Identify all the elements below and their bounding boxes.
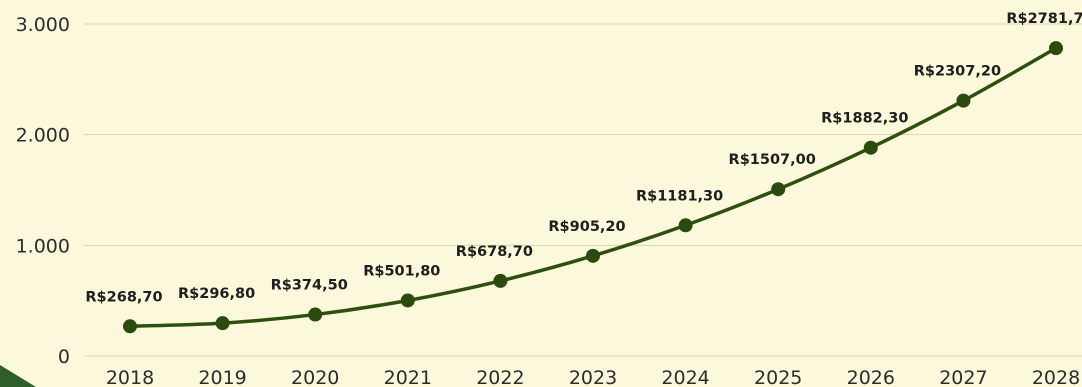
x-tick-label: 2021 bbox=[384, 367, 432, 387]
data-label-2024: R$1181,30 bbox=[636, 188, 723, 204]
grid-layer bbox=[84, 23, 1082, 357]
data-point-2024 bbox=[678, 218, 693, 233]
data-points bbox=[123, 41, 1063, 334]
y-tick-label: 3.000 bbox=[16, 14, 70, 36]
y-tick-label: 1.000 bbox=[16, 235, 70, 257]
x-tick-label: 2028 bbox=[1032, 367, 1080, 387]
y-tick-label: 2.000 bbox=[16, 125, 70, 147]
data-label-2027: R$2307,20 bbox=[914, 64, 1001, 80]
data-point-2020 bbox=[308, 307, 323, 322]
data-label-2025: R$1507,00 bbox=[729, 152, 816, 168]
x-axis: 2018 2019 2020 2021 2022 2023 2024 2025 2026 2027… bbox=[106, 367, 1080, 387]
data-label-2019: R$296,80 bbox=[178, 286, 255, 302]
x-tick-label: 2024 bbox=[661, 367, 709, 387]
x-tick-label: 2022 bbox=[476, 367, 524, 387]
y-axis: 0 1.000 2.000 3.000 bbox=[16, 14, 70, 368]
x-tick-label: 2018 bbox=[106, 367, 154, 387]
data-label-2023: R$905,20 bbox=[548, 219, 625, 235]
data-label-2020: R$374,50 bbox=[271, 278, 348, 294]
data-point-2018 bbox=[123, 319, 137, 334]
data-point-2022 bbox=[493, 273, 508, 288]
corner-accent bbox=[0, 365, 36, 387]
x-tick-label: 2025 bbox=[754, 367, 802, 387]
data-label-2018: R$268,70 bbox=[85, 289, 162, 305]
data-point-2026 bbox=[863, 140, 878, 155]
data-point-2023 bbox=[586, 248, 600, 263]
data-label-2022: R$678,70 bbox=[456, 244, 533, 260]
data-point-2025 bbox=[771, 182, 786, 197]
series-line bbox=[128, 46, 1058, 329]
x-tick-label: 2019 bbox=[198, 367, 246, 387]
x-tick-label: 2026 bbox=[847, 367, 895, 387]
data-label-2021: R$501,80 bbox=[363, 263, 440, 279]
data-label-2026: R$1882,30 bbox=[821, 111, 908, 127]
x-tick-label: 2020 bbox=[291, 367, 339, 387]
y-tick-label: 0 bbox=[58, 346, 70, 368]
x-tick-label: 2023 bbox=[569, 367, 617, 387]
data-point-2027 bbox=[956, 93, 971, 108]
data-label-2028: R$2781,70 bbox=[1006, 11, 1082, 27]
data-labels: R$268,70 R$296,80 R$374,50 R$501,80 R$678,70… bbox=[85, 11, 1082, 305]
x-tick-label: 2027 bbox=[939, 367, 987, 387]
data-point-2019 bbox=[215, 316, 230, 331]
data-point-2028 bbox=[1049, 41, 1063, 56]
data-point-2021 bbox=[400, 293, 415, 308]
